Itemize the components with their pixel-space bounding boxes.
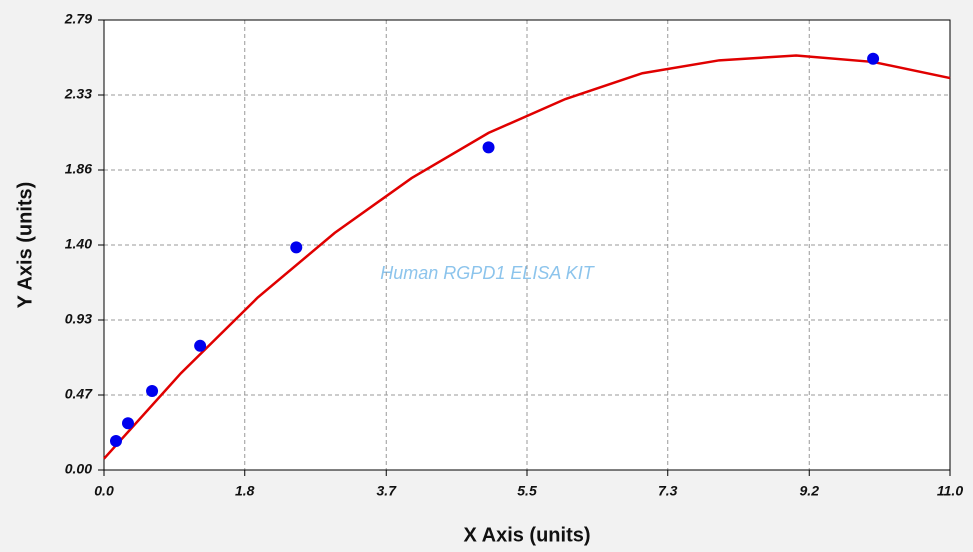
data-point: [121, 417, 134, 430]
data-point: [482, 141, 495, 154]
y-tick-label: 0.93: [65, 311, 92, 327]
data-point: [867, 52, 880, 65]
y-tick-label: 0.00: [65, 461, 92, 477]
y-tick-label: 1.86: [65, 161, 92, 177]
y-tick-label: 2.33: [64, 86, 92, 102]
x-tick-label: 11.0: [937, 483, 963, 499]
data-point: [146, 384, 159, 397]
x-tick-label: 9.2: [800, 483, 820, 499]
y-axis-title: Y Axis (units): [14, 182, 36, 309]
x-tick-label: 0.0: [94, 483, 114, 499]
watermark: Human RGPD1 ELISA KIT: [380, 263, 595, 283]
y-tick-label: 0.47: [65, 386, 93, 402]
x-tick-label: 3.7: [377, 483, 398, 499]
fit-curve: [103, 54, 951, 460]
x-axis-title: X Axis (units): [463, 524, 590, 546]
x-tick-label: 7.3: [658, 483, 678, 499]
x-tick-label: 1.8: [235, 483, 255, 499]
plot-border: [103, 19, 951, 471]
data-point: [109, 434, 122, 447]
y-tick-label: 2.79: [64, 11, 92, 27]
x-tick-label: 5.5: [517, 483, 537, 499]
data-point: [194, 339, 207, 352]
y-tick-label: 1.40: [65, 236, 92, 252]
data-point: [290, 241, 303, 254]
